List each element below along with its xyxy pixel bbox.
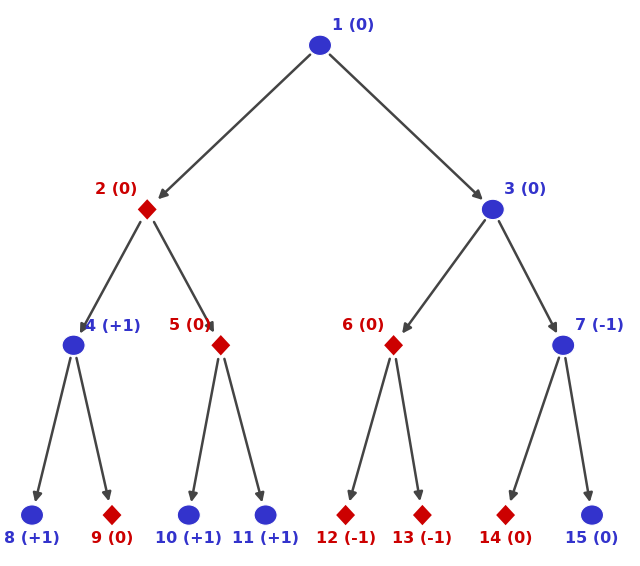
Circle shape <box>62 335 85 355</box>
Text: 11 (+1): 11 (+1) <box>232 531 299 546</box>
Text: 3 (0): 3 (0) <box>504 182 547 197</box>
Circle shape <box>20 505 44 525</box>
Polygon shape <box>138 199 157 220</box>
Circle shape <box>552 335 575 355</box>
Text: 1 (0): 1 (0) <box>332 18 374 33</box>
Text: 15 (0): 15 (0) <box>565 531 619 546</box>
Circle shape <box>177 505 200 525</box>
Polygon shape <box>413 505 432 525</box>
Text: 14 (0): 14 (0) <box>479 531 532 546</box>
Text: 7 (-1): 7 (-1) <box>575 318 624 333</box>
Circle shape <box>481 199 504 220</box>
Circle shape <box>308 35 332 55</box>
Text: 13 (-1): 13 (-1) <box>392 531 452 546</box>
Polygon shape <box>102 505 122 525</box>
Text: 4 (+1): 4 (+1) <box>85 319 141 334</box>
Text: 9 (0): 9 (0) <box>91 531 133 546</box>
Circle shape <box>580 505 604 525</box>
Text: 5 (0): 5 (0) <box>169 318 211 333</box>
Text: 12 (-1): 12 (-1) <box>316 531 376 546</box>
Polygon shape <box>496 505 515 525</box>
Text: 10 (+1): 10 (+1) <box>156 531 222 546</box>
Text: 6 (0): 6 (0) <box>342 318 384 333</box>
Circle shape <box>254 505 277 525</box>
Polygon shape <box>384 335 403 355</box>
Polygon shape <box>211 335 230 355</box>
Text: 8 (+1): 8 (+1) <box>4 531 60 546</box>
Polygon shape <box>336 505 355 525</box>
Text: 2 (0): 2 (0) <box>95 182 138 197</box>
